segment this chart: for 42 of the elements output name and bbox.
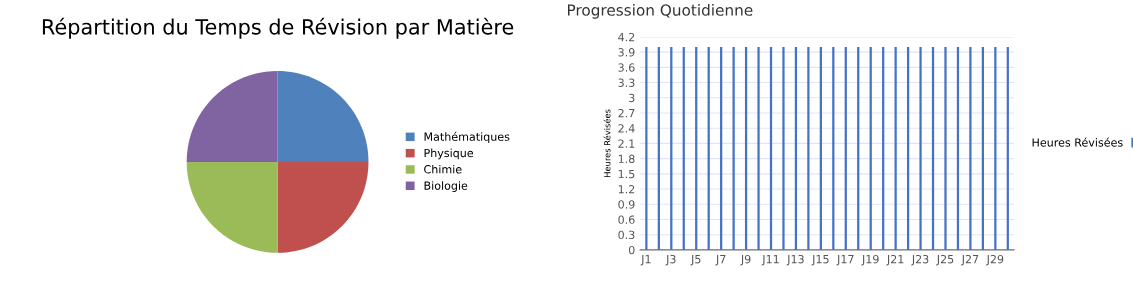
y-tick-label: 0.9 (618, 200, 635, 209)
y-tick-label: 2.7 (618, 108, 635, 118)
y-tick-label: 4.2 (618, 32, 635, 42)
chart-title: Répartition du Temps de Révision par Matière (42, 17, 514, 39)
y-tick-label: 1.5 (618, 169, 635, 179)
pie-slice (186, 71, 278, 162)
legend-label: Heures Révisées (1032, 137, 1123, 147)
y-tick-label: 1.8 (618, 154, 635, 164)
x-tick-label: J1 (640, 255, 651, 266)
y-tick-label: 0.6 (618, 215, 635, 224)
y-tick-label: 0.3 (618, 230, 635, 240)
x-tick-label: J17 (836, 255, 854, 266)
legend-label: Physique (424, 148, 474, 160)
x-tick-label: J11 (761, 255, 779, 266)
y-tick-label: 2.4 (618, 124, 635, 133)
y-tick-label: 3.3 (618, 78, 635, 87)
x-tick-label: J27 (961, 254, 979, 266)
y-tick-label: 2.1 (618, 139, 635, 148)
pie-slice (186, 161, 278, 253)
x-tick-label: J5 (690, 255, 701, 266)
x-tick-label: J7 (715, 255, 726, 266)
x-tick-label: J23 (911, 254, 929, 266)
y-tick-label: 3 (629, 93, 635, 103)
y-tick-label: 0 (628, 245, 635, 255)
x-tick-label: J21 (886, 254, 904, 266)
x-tick-label: J29 (986, 254, 1004, 266)
x-tick-label: J15 (811, 255, 829, 266)
x-tick-label: J19 (861, 254, 879, 266)
legend-label: Chimie (424, 164, 462, 174)
x-tick-label: J3 (665, 254, 676, 266)
x-tick-label: J25 (936, 254, 954, 266)
legend-label: Biologie (424, 181, 468, 192)
y-axis-title: Heures Révisées (603, 109, 611, 177)
chart-title: Progression Quotidienne (568, 3, 753, 19)
x-tick-label: J9 (740, 254, 751, 266)
y-tick-label: 1.2 (618, 185, 635, 194)
x-tick-label: J13 (786, 254, 804, 266)
legend-label: Mathématiques (424, 131, 510, 144)
y-tick-label: 3.6 (618, 63, 635, 72)
y-tick-label: 3.9 (618, 48, 635, 57)
pie-slice (277, 161, 369, 253)
pie-slice (277, 71, 369, 162)
